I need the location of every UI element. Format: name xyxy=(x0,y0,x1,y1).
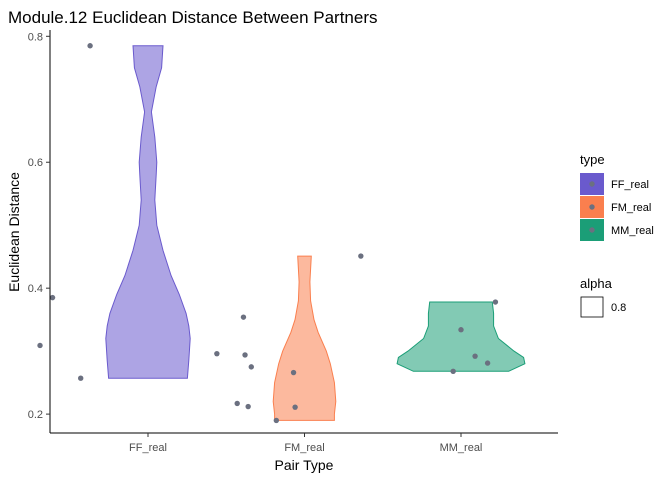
legend-label: FM_real xyxy=(611,202,651,214)
legend-point-icon xyxy=(589,204,595,210)
data-point-FM_real xyxy=(234,400,240,407)
data-point-FM_real xyxy=(248,364,254,370)
x-tick-label: MM_real xyxy=(440,442,483,454)
data-point-MM_real xyxy=(458,327,464,333)
y-tick-label: 0.2 xyxy=(28,409,43,421)
y-tick-label: 0.6 xyxy=(28,157,43,169)
data-point-FF_real xyxy=(49,294,56,301)
legend-label: FF_real xyxy=(611,179,649,191)
legend-item-MM_real: MM_real xyxy=(580,219,654,241)
data-point-FM_real xyxy=(245,403,251,410)
violin-MM_real xyxy=(396,301,526,372)
data-point-FM_real xyxy=(240,314,247,320)
data-point-FM_real xyxy=(273,417,280,424)
data-point-MM_real xyxy=(484,360,491,366)
legend-alpha-value: 0.8 xyxy=(611,302,626,314)
x-tick-label: FM_real xyxy=(284,442,324,454)
y-tick-label: 0.8 xyxy=(28,31,43,43)
data-point-FF_real xyxy=(78,375,84,381)
legend-type-items: FF_real FM_real MM_real xyxy=(580,173,654,241)
plot-panel xyxy=(37,43,526,424)
data-point-MM_real xyxy=(450,368,456,374)
data-point-FM_real xyxy=(358,253,364,259)
legend-type-title: type xyxy=(580,152,605,167)
violin-FF_real xyxy=(105,45,191,379)
x-axis-ticks: FF_real FM_real MM_real xyxy=(129,433,482,454)
legend-item-FM_real: FM_real xyxy=(580,196,651,218)
legend-alpha-title: alpha xyxy=(580,276,613,291)
data-point-FM_real xyxy=(292,404,298,410)
data-point-FM_real xyxy=(214,350,220,357)
data-point-FF_real xyxy=(87,43,93,49)
x-axis-title: Pair Type xyxy=(275,457,334,473)
data-point-FM_real xyxy=(290,369,297,376)
data-point-MM_real xyxy=(492,299,499,305)
legend-alpha-key xyxy=(580,296,604,318)
legend-label: MM_real xyxy=(611,225,654,237)
y-axis-ticks: 0.2 0.4 0.6 0.8 xyxy=(28,31,50,421)
data-point-FM_real xyxy=(242,352,248,358)
data-point-MM_real xyxy=(472,353,478,359)
legend-point-icon xyxy=(589,227,595,233)
legend: type FF_real FM_real MM_real alpha 0.8 xyxy=(580,152,654,318)
data-point-FF_real xyxy=(37,342,43,349)
chart-title: Module.12 Euclidean Distance Between Par… xyxy=(8,8,378,27)
violin-FM_real xyxy=(272,255,337,421)
y-axis-title: Euclidean Distance xyxy=(6,172,22,292)
legend-point-icon xyxy=(589,181,595,187)
y-tick-label: 0.4 xyxy=(28,283,43,295)
x-tick-label: FF_real xyxy=(129,442,167,454)
legend-item-FF_real: FF_real xyxy=(580,173,649,195)
